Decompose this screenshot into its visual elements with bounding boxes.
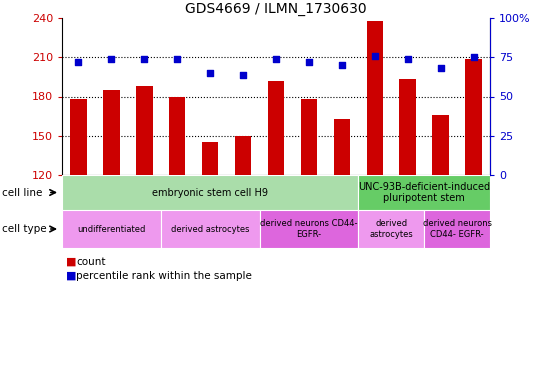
Bar (358, 210, 424, 248)
Text: ■: ■ (66, 257, 76, 267)
Point (305, 59, 313, 65)
Bar (70, 99, 87, 175)
Point (239, 71, 247, 78)
Bar (62, 210, 161, 248)
Point (173, 56, 182, 62)
Point (337, 62, 346, 68)
Bar (366, 21, 383, 175)
Bar (424, 210, 490, 248)
Point (271, 56, 280, 62)
Point (107, 56, 116, 62)
Text: undifferentiated: undifferentiated (77, 225, 146, 233)
Text: ■: ■ (66, 271, 76, 281)
Text: cell type: cell type (2, 224, 46, 234)
Text: UNC-93B-deficient-induced
pluripotent stem: UNC-93B-deficient-induced pluripotent st… (358, 182, 490, 203)
Bar (465, 58, 482, 175)
Bar (259, 210, 358, 248)
Text: derived astrocytes: derived astrocytes (171, 225, 250, 233)
Point (436, 65, 445, 71)
Point (469, 54, 478, 60)
Bar (136, 86, 152, 175)
Bar (400, 79, 416, 175)
Text: percentile rank within the sample: percentile rank within the sample (76, 271, 252, 281)
Point (206, 70, 215, 76)
Point (74, 59, 83, 65)
Title: GDS4669 / ILMN_1730630: GDS4669 / ILMN_1730630 (185, 2, 367, 16)
Bar (202, 142, 218, 175)
Bar (103, 90, 120, 175)
Bar (169, 96, 186, 175)
Bar (161, 210, 259, 248)
Text: derived neurons
CD44- EGFR-: derived neurons CD44- EGFR- (423, 219, 491, 239)
Bar (358, 175, 490, 210)
Bar (334, 119, 350, 175)
Point (140, 56, 149, 62)
Bar (235, 136, 251, 175)
Text: embryonic stem cell H9: embryonic stem cell H9 (152, 187, 268, 197)
Bar (432, 115, 449, 175)
Point (403, 56, 412, 62)
Point (370, 53, 379, 59)
Text: cell line: cell line (2, 187, 43, 197)
Text: count: count (76, 257, 105, 267)
Bar (268, 81, 284, 175)
Text: derived
astrocytes: derived astrocytes (369, 219, 413, 239)
Text: derived neurons CD44-
EGFR-: derived neurons CD44- EGFR- (260, 219, 358, 239)
Bar (301, 99, 317, 175)
Bar (62, 175, 358, 210)
